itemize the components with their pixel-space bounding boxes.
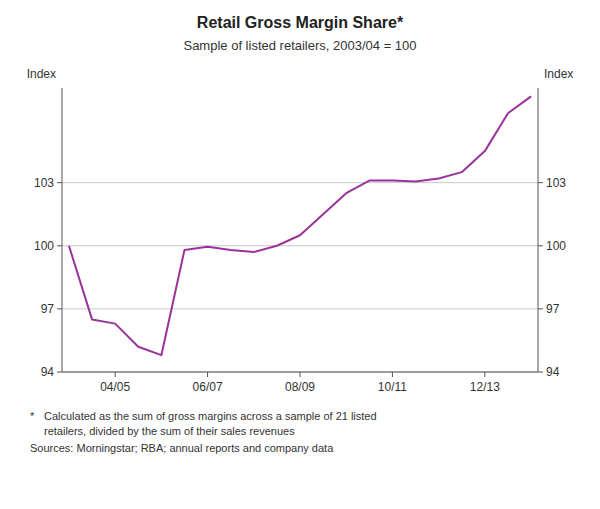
data-line [69, 96, 531, 355]
y2-tick-label: 100 [546, 239, 566, 253]
x-tick [392, 372, 393, 377]
footnote: Sources: Morningstar; RBA; annual report… [30, 442, 334, 454]
y-tick-label: 100 [34, 239, 54, 253]
chart: Retail Gross Margin Share* Sample of list… [0, 0, 600, 509]
subtitle: Sample of listed retailers, 2003/04 = 10… [183, 38, 416, 53]
y2-tick-label: 94 [546, 365, 560, 379]
grid-line [62, 372, 538, 373]
footnote: Calculated as the sum of gross margins a… [44, 410, 377, 422]
footnote: retailers, divided by the sum of their s… [44, 425, 295, 437]
x-tick-label: 10/11 [378, 380, 407, 394]
y-tick [57, 308, 62, 309]
y-tick [57, 245, 62, 246]
grid-line [62, 245, 538, 246]
y-tick [57, 372, 62, 373]
title: Retail Gross Margin Share* [197, 14, 404, 31]
y-tick-label: 97 [41, 302, 55, 316]
y-tick [57, 182, 62, 183]
y2-tick [538, 182, 543, 183]
x-tick-label: 12/13 [470, 380, 500, 394]
y-axis-label: Index [27, 67, 56, 81]
plot-area [69, 96, 531, 355]
x-tick [115, 372, 116, 377]
y-tick-label: 103 [34, 176, 54, 190]
x-tick [300, 372, 301, 377]
footnote: * [30, 410, 35, 422]
x-axis-line [62, 372, 538, 373]
grid-line [62, 308, 538, 309]
x-tick [484, 372, 485, 377]
y2-tick-label: 103 [546, 176, 566, 190]
y-tick-label: 94 [41, 365, 55, 379]
y2-tick [538, 308, 543, 309]
x-tick-label: 08/09 [285, 380, 315, 394]
y2-tick-label: 97 [546, 302, 560, 316]
y2-axis-label: Index [544, 67, 573, 81]
grid-line [62, 182, 538, 183]
y-axis-line [62, 88, 63, 372]
y2-tick [538, 245, 543, 246]
x-tick [207, 372, 208, 377]
y2-tick [538, 372, 543, 373]
y2-axis-line [538, 88, 539, 372]
x-tick-label: 04/05 [100, 380, 130, 394]
x-tick-label: 06/07 [193, 380, 223, 394]
